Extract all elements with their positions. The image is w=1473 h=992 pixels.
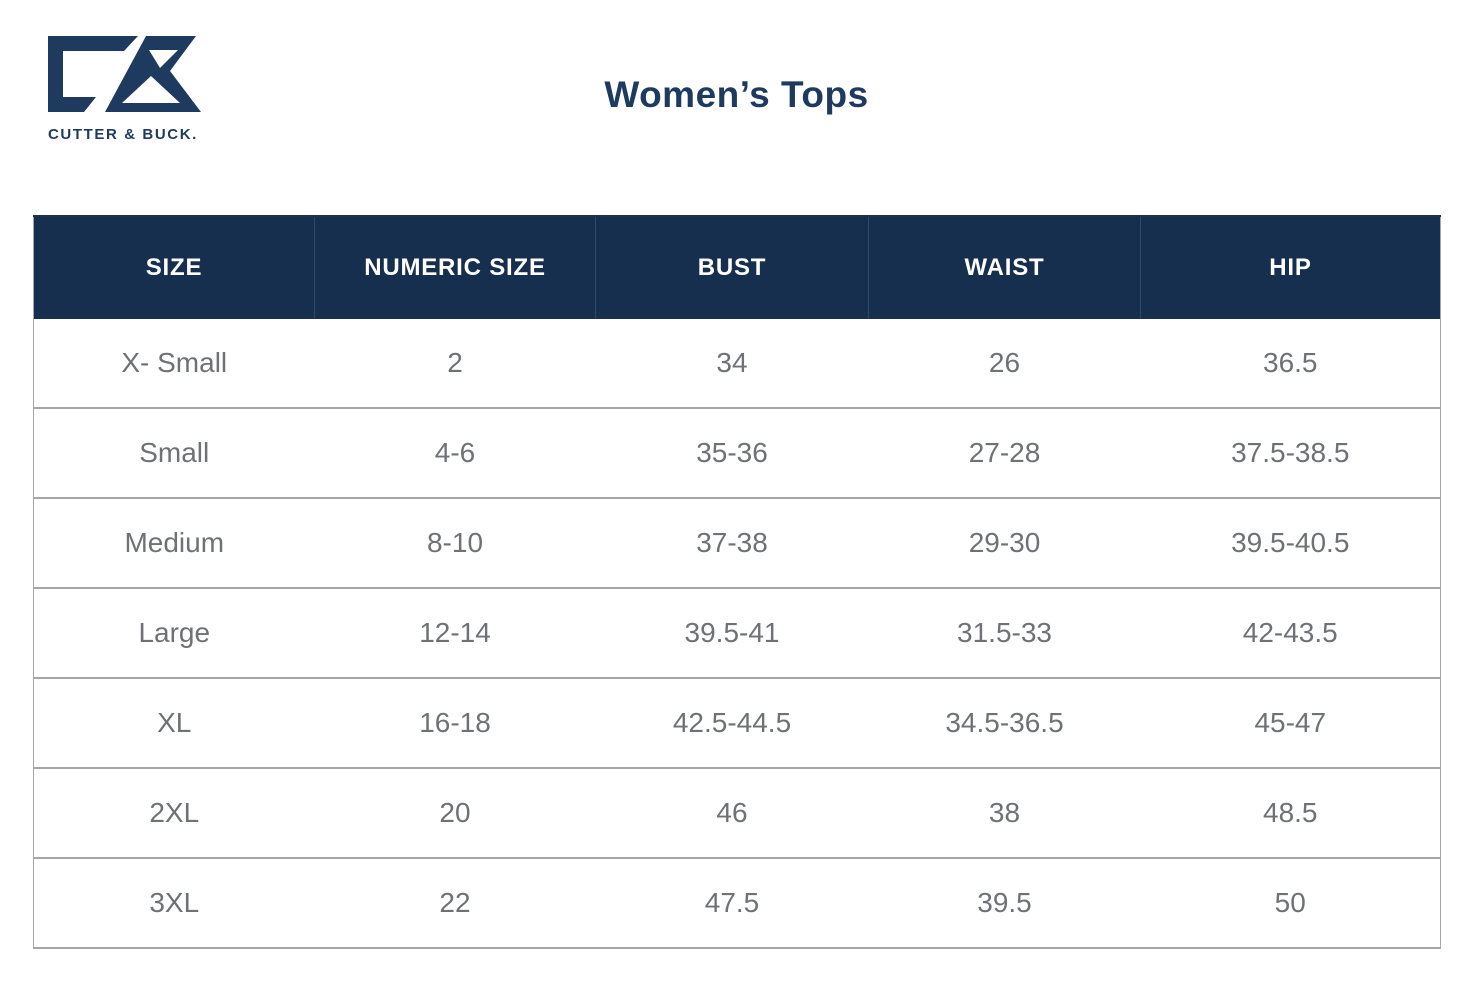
cell-numeric-size: 22 (314, 858, 596, 949)
table-row-3xl: 3XL 22 47.5 39.5 50 (33, 858, 1441, 949)
cell-numeric-size: 2 (314, 319, 596, 409)
header-row: SIZE NUMERIC SIZE BUST WAIST HIP (33, 215, 1441, 319)
cutter-buck-cb-monogram-icon (48, 36, 201, 112)
cell-hip: 45-47 (1140, 678, 1441, 769)
table-row-xl: XL 16-18 42.5-44.5 34.5-36.5 45-47 (33, 678, 1441, 769)
table-row-small: Small 4-6 35-36 27-28 37.5-38.5 (33, 408, 1441, 499)
cell-numeric-size: 4-6 (314, 408, 596, 499)
column-header-waist: WAIST (868, 215, 1141, 319)
cell-waist: 38 (868, 768, 1141, 859)
cell-numeric-size: 8-10 (314, 498, 596, 589)
cell-hip: 39.5-40.5 (1140, 498, 1441, 589)
cell-waist: 34.5-36.5 (868, 678, 1141, 769)
cell-bust: 46 (595, 768, 869, 859)
cell-waist: 31.5-33 (868, 588, 1141, 679)
size-chart-table: SIZE NUMERIC SIZE BUST WAIST HIP X- Smal… (33, 215, 1441, 949)
cell-hip: 50 (1140, 858, 1441, 949)
cell-bust: 37-38 (595, 498, 869, 589)
cell-hip: 36.5 (1140, 319, 1441, 409)
cell-numeric-size: 12-14 (314, 588, 596, 679)
cell-bust: 35-36 (595, 408, 869, 499)
cell-bust: 34 (595, 319, 869, 409)
cell-waist: 39.5 (868, 858, 1141, 949)
cell-size: X- Small (33, 319, 315, 409)
cell-size: Large (33, 588, 315, 679)
cell-waist: 27-28 (868, 408, 1141, 499)
cell-size: 2XL (33, 768, 315, 859)
brand-wordmark: CUTTER & BUCK. (48, 126, 198, 143)
table-header: SIZE NUMERIC SIZE BUST WAIST HIP (33, 215, 1441, 319)
cell-bust: 42.5-44.5 (595, 678, 869, 769)
cell-waist: 26 (868, 319, 1141, 409)
cell-hip: 42-43.5 (1140, 588, 1441, 679)
cell-hip: 48.5 (1140, 768, 1441, 859)
table-row-large: Large 12-14 39.5-41 31.5-33 42-43.5 (33, 588, 1441, 679)
table-row-xsmall: X- Small 2 34 26 36.5 (33, 319, 1441, 409)
column-header-hip: HIP (1140, 215, 1441, 319)
table-row-medium: Medium 8-10 37-38 29-30 39.5-40.5 (33, 498, 1441, 589)
cell-size: Small (33, 408, 315, 499)
page-title: Women’s Tops (604, 74, 869, 115)
cell-hip: 37.5-38.5 (1140, 408, 1441, 499)
column-header-size: SIZE (33, 215, 315, 319)
column-header-numeric-size: NUMERIC SIZE (314, 215, 596, 319)
cell-bust: 47.5 (595, 858, 869, 949)
brand-logo: CUTTER & BUCK. (48, 36, 208, 143)
cell-bust: 39.5-41 (595, 588, 869, 679)
column-header-bust: BUST (595, 215, 869, 319)
cell-size: Medium (33, 498, 315, 589)
cell-numeric-size: 16-18 (314, 678, 596, 769)
cell-size: 3XL (33, 858, 315, 949)
cell-numeric-size: 20 (314, 768, 596, 859)
cell-size: XL (33, 678, 315, 769)
table-row-2xl: 2XL 20 46 38 48.5 (33, 768, 1441, 859)
cell-waist: 29-30 (868, 498, 1141, 589)
